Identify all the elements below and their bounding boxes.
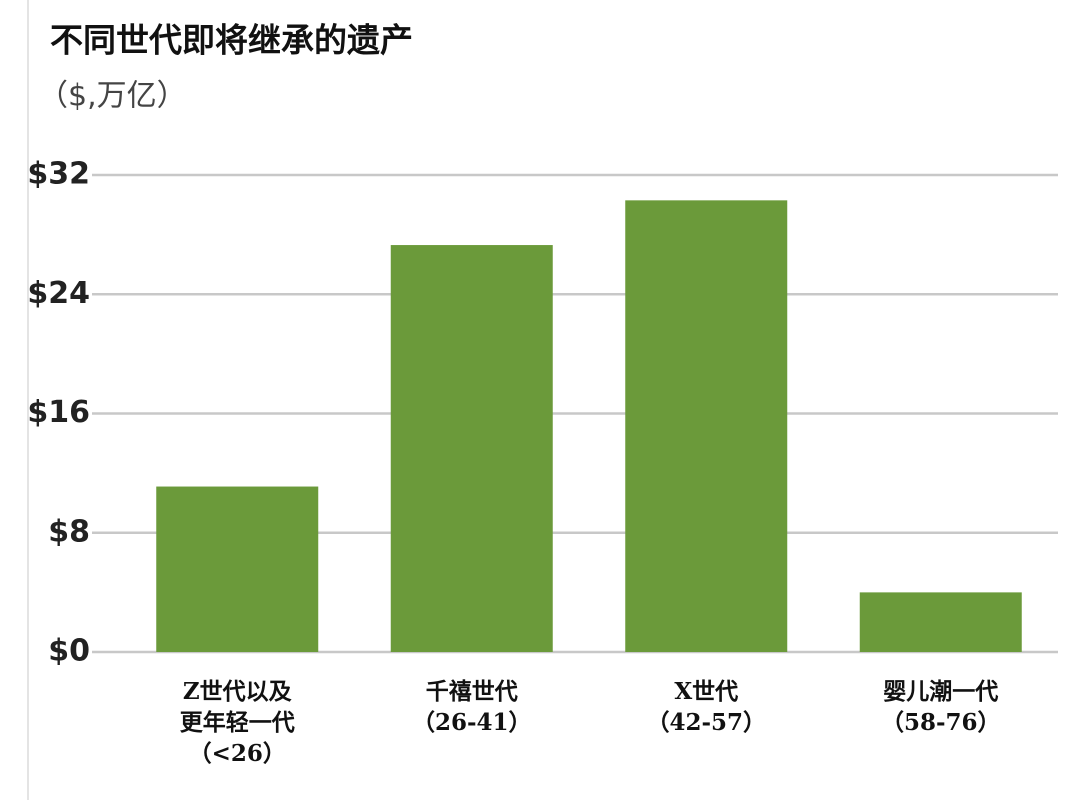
bar: [156, 486, 319, 652]
bar: [625, 200, 788, 652]
y-tick-label: $0: [48, 634, 90, 669]
y-tick-label: $8: [48, 514, 90, 549]
x-tick-label: 婴儿潮一代 （58-76）: [880, 678, 1001, 736]
bar: [859, 592, 1022, 652]
x-tick-label: 千禧世代 （26-41）: [411, 678, 532, 736]
bar: [390, 245, 553, 652]
chart-title: 不同世代即将继承的遗产: [50, 21, 413, 60]
chart-subtitle: （$,万亿）: [38, 79, 187, 114]
y-tick-label: $32: [27, 157, 90, 192]
y-tick-label: $16: [27, 395, 90, 430]
x-tick-label: X世代 （42-57）: [646, 678, 767, 736]
y-tick-label: $24: [27, 276, 90, 311]
x-tick-label: Z世代以及 更年轻一代 （<26）: [179, 678, 295, 767]
